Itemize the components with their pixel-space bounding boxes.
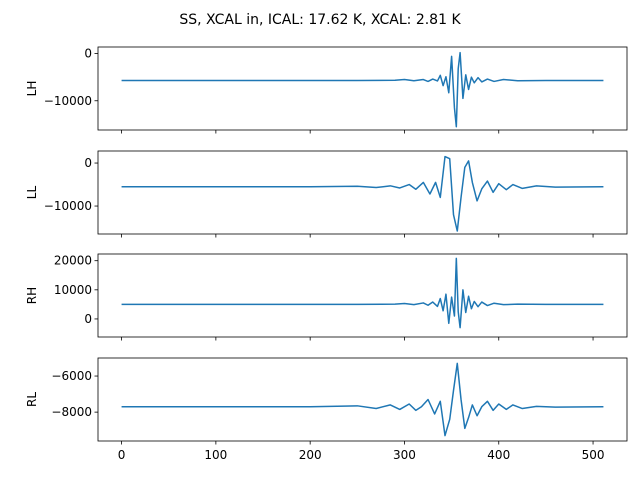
x-tick-label: 400 — [487, 448, 510, 462]
y-tick-label: −10000 — [44, 199, 92, 213]
y-tick-label: 0 — [84, 156, 92, 170]
x-tick-label: 200 — [299, 448, 322, 462]
y-tick-label: −10000 — [44, 94, 92, 108]
y-tick-label: −8000 — [51, 405, 92, 419]
figure-title: SS, XCAL in, ICAL: 17.62 K, XCAL: 2.81 K — [179, 12, 461, 28]
axes-frame — [97, 46, 628, 131]
series-line-ll — [121, 155, 604, 232]
y-tick-label: 0 — [84, 47, 92, 61]
y-axis-label: LL — [25, 186, 39, 200]
y-tick-label: 10000 — [54, 283, 92, 297]
y-tick-label: 20000 — [54, 254, 92, 268]
subplot-rl: 0 100 200 300 400 500 −8000 −6000 RL — [25, 357, 628, 462]
axes-root: −10000 0 LH −10000 0 LL 0 10000 20000 RH 0 100 200 30… — [25, 46, 628, 462]
axes-frame — [97, 253, 628, 338]
axes-frame — [97, 150, 628, 235]
subplot-lh: −10000 0 LH — [25, 46, 628, 134]
axes-frame — [97, 357, 628, 442]
x-tick-label: 100 — [204, 448, 227, 462]
y-tick-label: 0 — [84, 312, 92, 326]
series-line-lh — [121, 51, 604, 128]
x-tick-label: 0 — [118, 448, 126, 462]
x-tick-label: 300 — [393, 448, 416, 462]
y-axis-label: LH — [25, 81, 39, 97]
y-axis-label: RL — [25, 392, 39, 407]
y-axis-label: RH — [25, 287, 39, 304]
subplot-ll: −10000 0 LL — [25, 150, 628, 238]
x-tick-label: 500 — [582, 448, 605, 462]
series-line-rl — [121, 362, 604, 437]
y-tick-label: −6000 — [51, 369, 92, 383]
subplot-rh: 0 10000 20000 RH — [25, 253, 628, 341]
series-line-rh — [121, 257, 604, 329]
